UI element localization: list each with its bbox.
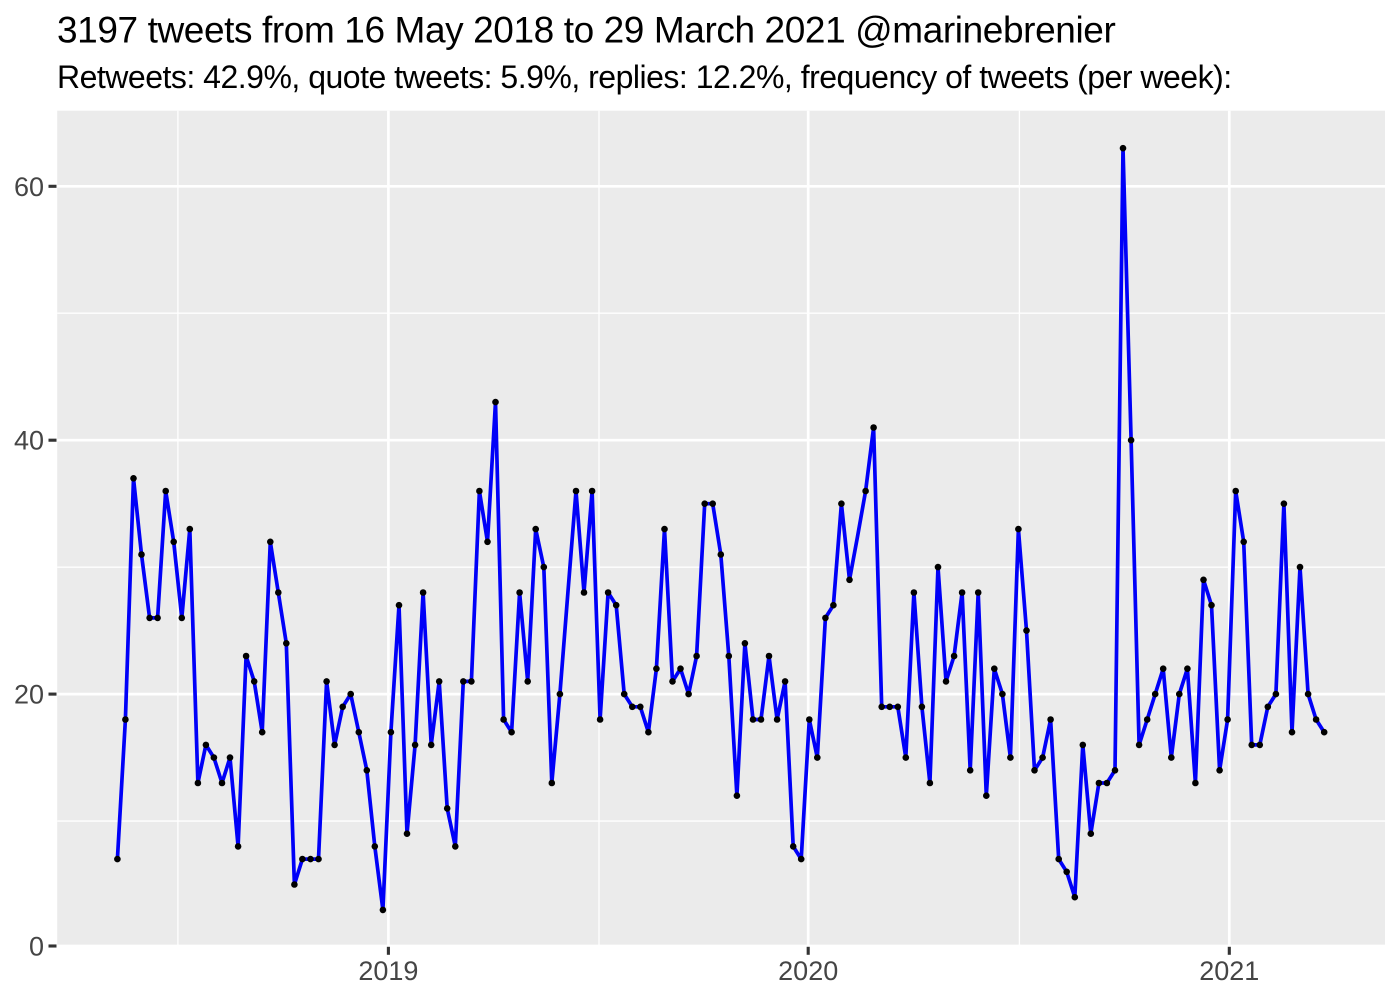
svg-text:40: 40 [14, 426, 44, 456]
svg-text:2021: 2021 [1199, 956, 1259, 986]
svg-text:20: 20 [14, 680, 44, 710]
svg-text:60: 60 [14, 172, 44, 202]
svg-text:2020: 2020 [778, 956, 838, 986]
svg-text:2019: 2019 [358, 956, 418, 986]
svg-text:0: 0 [29, 932, 44, 962]
svg-text:Retweets: 42.9%, quote tweets:: Retweets: 42.9%, quote tweets: 5.9%, rep… [57, 59, 1232, 95]
svg-text:3197 tweets from 16 May 2018 t: 3197 tweets from 16 May 2018 to 29 March… [57, 10, 1115, 51]
